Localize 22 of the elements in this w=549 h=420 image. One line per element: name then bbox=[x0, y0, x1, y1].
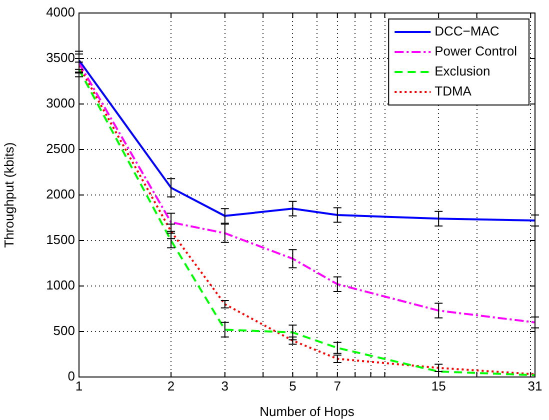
y-tick-label: 2000 bbox=[46, 186, 75, 202]
y-tick-label: 2500 bbox=[46, 141, 75, 156]
x-tick-label: 5 bbox=[289, 378, 296, 394]
x-tick-label: 7 bbox=[334, 378, 342, 394]
legend-label: Exclusion bbox=[434, 64, 490, 79]
y-tick-label: 3000 bbox=[46, 96, 75, 111]
y-tick-label: 500 bbox=[53, 323, 75, 338]
x-tick-label: 31 bbox=[528, 378, 542, 394]
y-axis-title: Throughput (kbits) bbox=[1, 142, 16, 248]
y-tick-label: 3500 bbox=[46, 50, 75, 66]
y-tick-label: 4000 bbox=[46, 4, 75, 20]
legend-label: TDMA bbox=[434, 84, 472, 99]
x-tick-label: 1 bbox=[75, 378, 83, 394]
x-tick-label: 15 bbox=[431, 378, 446, 394]
legend-label: Power Control bbox=[434, 44, 518, 59]
y-tick-label: 1500 bbox=[46, 232, 75, 248]
y-tick-label: 1000 bbox=[46, 278, 75, 293]
y-tick-label: 0 bbox=[68, 368, 75, 384]
x-axis-title: Number of Hops bbox=[260, 404, 355, 419]
x-tick-label: 2 bbox=[167, 378, 175, 394]
legend-label: DCC−MAC bbox=[434, 24, 500, 39]
x-tick-label: 3 bbox=[221, 378, 228, 394]
